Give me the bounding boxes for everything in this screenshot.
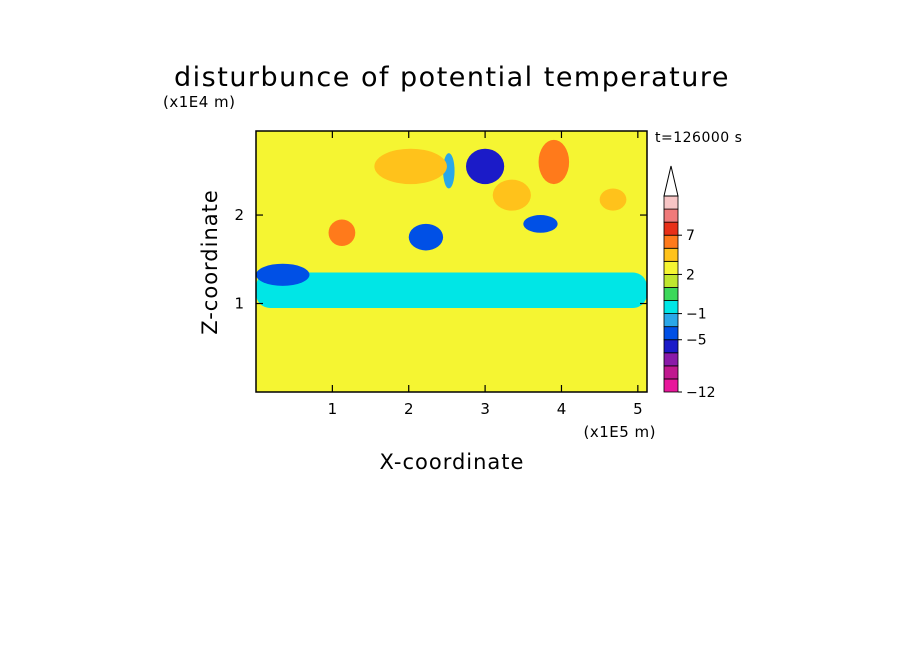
colorbar-swatch-1 [663, 365, 679, 380]
x-axis-label: X-coordinate [380, 450, 525, 474]
colorbar-swatch-7 [663, 287, 679, 301]
contour-region-7 [538, 139, 570, 185]
y-axis-ticks: 12 [234, 206, 647, 313]
colorbar-swatch-9 [663, 260, 679, 275]
plot-frame [255, 130, 648, 393]
colorbar-swatch-6 [663, 300, 679, 314]
contour-region-3 [443, 153, 455, 189]
colorbar-label-3: −5 [686, 333, 707, 349]
y-axis-unit: (x1E4 m) [163, 93, 236, 111]
contour-plot-area [255, 130, 648, 393]
contour-region-10 [328, 219, 356, 247]
colorbar-swatch-13 [663, 208, 679, 223]
colorbar-swatch-5 [663, 313, 679, 328]
y-tick-label-1: 2 [234, 206, 244, 224]
y-tick-label-0: 1 [234, 295, 244, 313]
y-axis-label: Z-coordinate [198, 189, 222, 335]
contour-region-11 [599, 188, 627, 211]
contour-region-5 [523, 215, 558, 233]
colorbar-swatch-2 [663, 352, 679, 367]
x-tick-label-3: 4 [557, 400, 567, 418]
colorbar-swatch-3 [663, 339, 679, 354]
colorbar-swatch-4 [663, 326, 679, 341]
x-axis-ticks: 1 2 3 4 5 [328, 131, 643, 418]
x-tick-label-2: 3 [480, 400, 490, 418]
colorbar-swatch-14 [663, 195, 679, 210]
x-tick-label-1: 2 [404, 400, 414, 418]
colorbar-swatch-8 [663, 273, 679, 288]
x-axis-unit: (x1E5 m) [583, 423, 656, 441]
contour-region-9 [374, 148, 447, 185]
x-tick-label-4: 5 [633, 400, 643, 418]
x-tick-label-0: 1 [328, 400, 338, 418]
colorbar-label-2: −1 [686, 307, 707, 323]
colorbar-label-0: 7 [686, 228, 695, 244]
contour-region-8 [492, 179, 531, 211]
colorbar-swatch-0 [663, 378, 679, 393]
contour-regions [256, 139, 647, 388]
colorbar-overflow-arrow [663, 165, 679, 197]
chart-title: disturbunce of potential temperature [174, 62, 730, 93]
contour-region-2 [466, 148, 505, 185]
contour-region-4 [408, 223, 444, 251]
contour-region-1 [256, 272, 647, 308]
colorbar-label-1: 2 [686, 267, 695, 283]
contour-region-6 [256, 263, 310, 286]
colorbar-swatch-12 [663, 221, 679, 236]
colorbar-swatch-10 [663, 247, 679, 262]
colorbar-label-4: −12 [686, 385, 716, 401]
colorbar-swatch-11 [663, 234, 679, 249]
contour-region-0 [256, 316, 647, 388]
time-label: t=126000 s [655, 130, 742, 146]
colorbar: 7 2 −1 −5 −12 [663, 165, 716, 401]
